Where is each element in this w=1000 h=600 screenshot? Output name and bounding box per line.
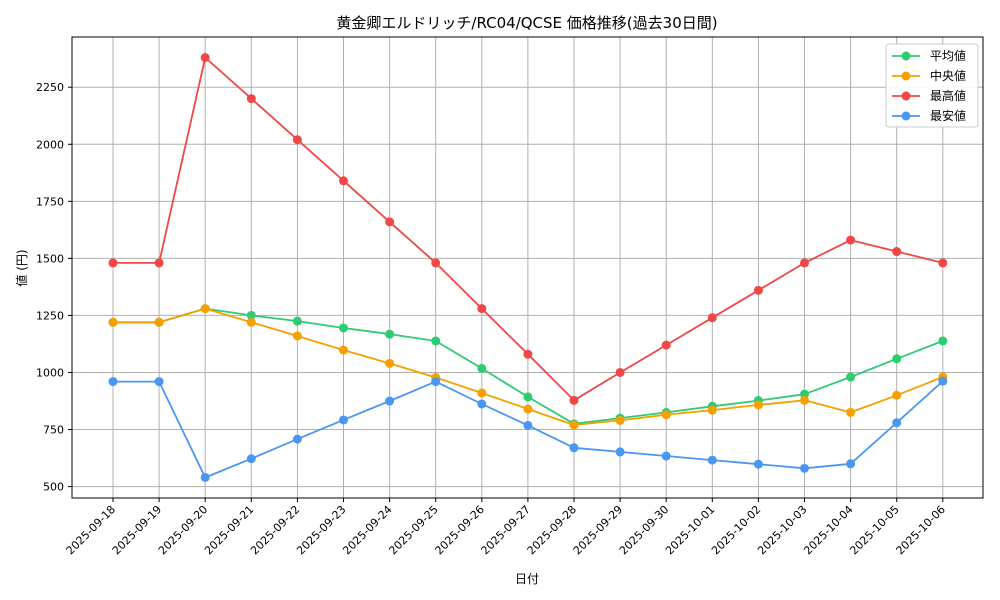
legend-label: 平均値 xyxy=(930,48,966,63)
data-point xyxy=(938,376,948,386)
legend-marker xyxy=(901,111,911,121)
data-point xyxy=(385,358,395,368)
legend-box xyxy=(885,43,979,128)
legend-marker xyxy=(901,71,911,81)
y-tick-label: 2000 xyxy=(36,138,64,151)
data-point xyxy=(800,463,809,473)
legend-marker xyxy=(901,51,911,61)
series-2 xyxy=(108,304,948,430)
data-point xyxy=(477,304,487,314)
data-point xyxy=(154,377,164,387)
y-tick-label: 1750 xyxy=(36,195,64,208)
data-point xyxy=(707,405,717,415)
data-point xyxy=(569,395,579,405)
data-point xyxy=(523,392,533,402)
data-point xyxy=(661,410,671,420)
data-point xyxy=(292,135,302,145)
data-point xyxy=(938,336,948,346)
data-point xyxy=(339,323,348,333)
legend-label: 最高値 xyxy=(930,88,966,103)
data-point xyxy=(200,53,210,63)
x-axis-label: 日付 xyxy=(515,572,539,586)
data-point xyxy=(753,400,763,410)
data-point xyxy=(938,258,948,268)
data-point xyxy=(569,420,579,430)
data-point xyxy=(108,377,118,387)
data-point xyxy=(661,451,671,461)
data-point xyxy=(753,285,763,295)
data-point xyxy=(707,455,717,465)
data-point xyxy=(431,377,441,387)
data-point xyxy=(292,434,302,444)
data-point xyxy=(246,454,256,464)
data-point xyxy=(707,313,717,323)
data-point xyxy=(477,363,487,373)
data-point xyxy=(753,459,763,469)
data-point xyxy=(108,317,118,327)
data-point xyxy=(892,390,902,400)
data-point xyxy=(385,329,395,339)
data-point xyxy=(846,372,856,382)
data-point xyxy=(800,389,809,399)
data-point xyxy=(615,415,625,425)
data-point xyxy=(661,340,671,350)
data-point xyxy=(569,443,579,453)
data-point xyxy=(339,176,348,186)
series-4 xyxy=(108,376,948,482)
chart-title: 黄金卿エルドリッチ/RC04/QCSE 価格推移(過去30日間) xyxy=(336,14,717,32)
data-point xyxy=(892,354,902,364)
data-point xyxy=(615,367,625,377)
data-point xyxy=(892,418,902,428)
data-point xyxy=(292,316,302,326)
data-point xyxy=(523,420,533,430)
data-point xyxy=(154,258,164,268)
data-point xyxy=(431,258,441,268)
data-point xyxy=(523,404,533,414)
y-tick-label: 750 xyxy=(43,424,64,437)
data-point xyxy=(846,235,856,245)
data-point xyxy=(800,258,809,268)
y-tick-label: 1000 xyxy=(36,366,64,379)
data-point xyxy=(615,447,625,457)
data-point xyxy=(477,399,487,409)
data-point xyxy=(385,396,395,406)
data-point xyxy=(246,94,256,104)
data-point xyxy=(246,310,256,320)
data-point xyxy=(200,304,210,314)
data-point xyxy=(339,415,348,425)
data-point xyxy=(523,349,533,359)
plot-frame xyxy=(71,36,984,499)
data-point xyxy=(385,217,395,227)
data-point xyxy=(846,407,856,417)
series-3 xyxy=(108,53,948,405)
legend-marker xyxy=(901,91,911,101)
legend-label: 最安値 xyxy=(930,108,966,123)
data-point xyxy=(200,472,210,482)
data-point xyxy=(431,336,441,346)
y-tick-label: 2250 xyxy=(36,81,64,94)
data-point xyxy=(108,258,118,268)
y-axis-ticks: 500 750 1000 1250 1500 1750 2000 2250 xyxy=(36,81,72,494)
data-point xyxy=(154,317,164,327)
data-point xyxy=(477,388,487,398)
data-point xyxy=(892,247,902,257)
y-axis-label: 値 (円) xyxy=(14,249,29,286)
data-point xyxy=(246,317,256,327)
y-tick-label: 1250 xyxy=(36,309,64,322)
series-group xyxy=(108,53,948,482)
y-tick-label: 1500 xyxy=(36,252,64,265)
legend-label: 中央値 xyxy=(930,68,966,83)
data-point xyxy=(339,345,348,355)
data-point xyxy=(292,331,302,341)
data-point xyxy=(800,395,809,405)
data-point xyxy=(846,459,856,469)
y-tick-label: 500 xyxy=(43,481,64,494)
